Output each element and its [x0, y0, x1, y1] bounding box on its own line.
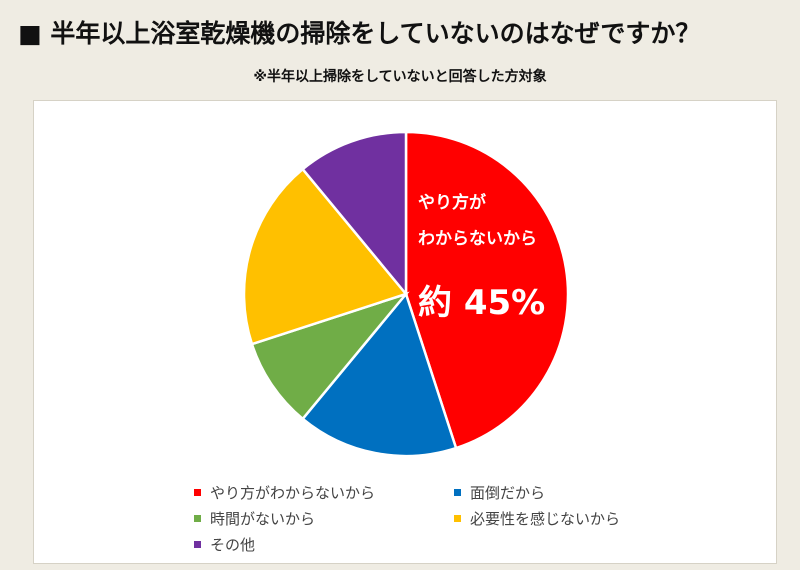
pie-slice-2 [250, 291, 410, 421]
legend-swatch-2 [194, 514, 201, 522]
slice-value-label: 約 45% [418, 283, 545, 323]
legend-label-3: 必要性を感じないから [470, 509, 621, 528]
pie-slice-3 [242, 167, 409, 346]
legend-swatch-4 [194, 540, 201, 548]
legend-item-0: やり方がわからないから [194, 481, 454, 503]
chart-title: ■ 半年以上浴室乾燥機の掃除をしていないのはなぜですか？ [18, 19, 701, 48]
legend-item-2: 時間がないから [194, 507, 454, 529]
pie-slice-1 [300, 291, 458, 458]
legend-item-3: 必要性を感じないから [454, 507, 694, 529]
legend-swatch-1 [454, 488, 461, 496]
legend-swatch-3 [454, 514, 461, 522]
legend-item-1: 面倒だから [454, 481, 694, 503]
legend-label-4: その他 [210, 535, 256, 554]
legend-item-4: その他 [194, 533, 454, 555]
chart-panel: やり方が わからないから約 45% やり方がわからないから 面倒だから 時間がない… [33, 100, 777, 564]
slice-label-line-2: わからないから [418, 229, 537, 249]
legend-label-2: 時間がないから [210, 509, 316, 528]
slice-label-line-1: やり方が [418, 192, 486, 213]
pie-slice-0 [404, 130, 570, 450]
legend-label-0: やり方がわからないから [210, 483, 376, 502]
chart-subtitle: ※半年以上掃除をしていないと回答した方対象 [253, 69, 547, 85]
legend-swatch-0 [194, 488, 201, 496]
legend-label-1: 面倒だから [470, 483, 546, 502]
legend: やり方がわからないから 面倒だから 時間がないから 必要性を感じないから その他 [194, 481, 694, 555]
pie-slice-4 [300, 130, 408, 298]
